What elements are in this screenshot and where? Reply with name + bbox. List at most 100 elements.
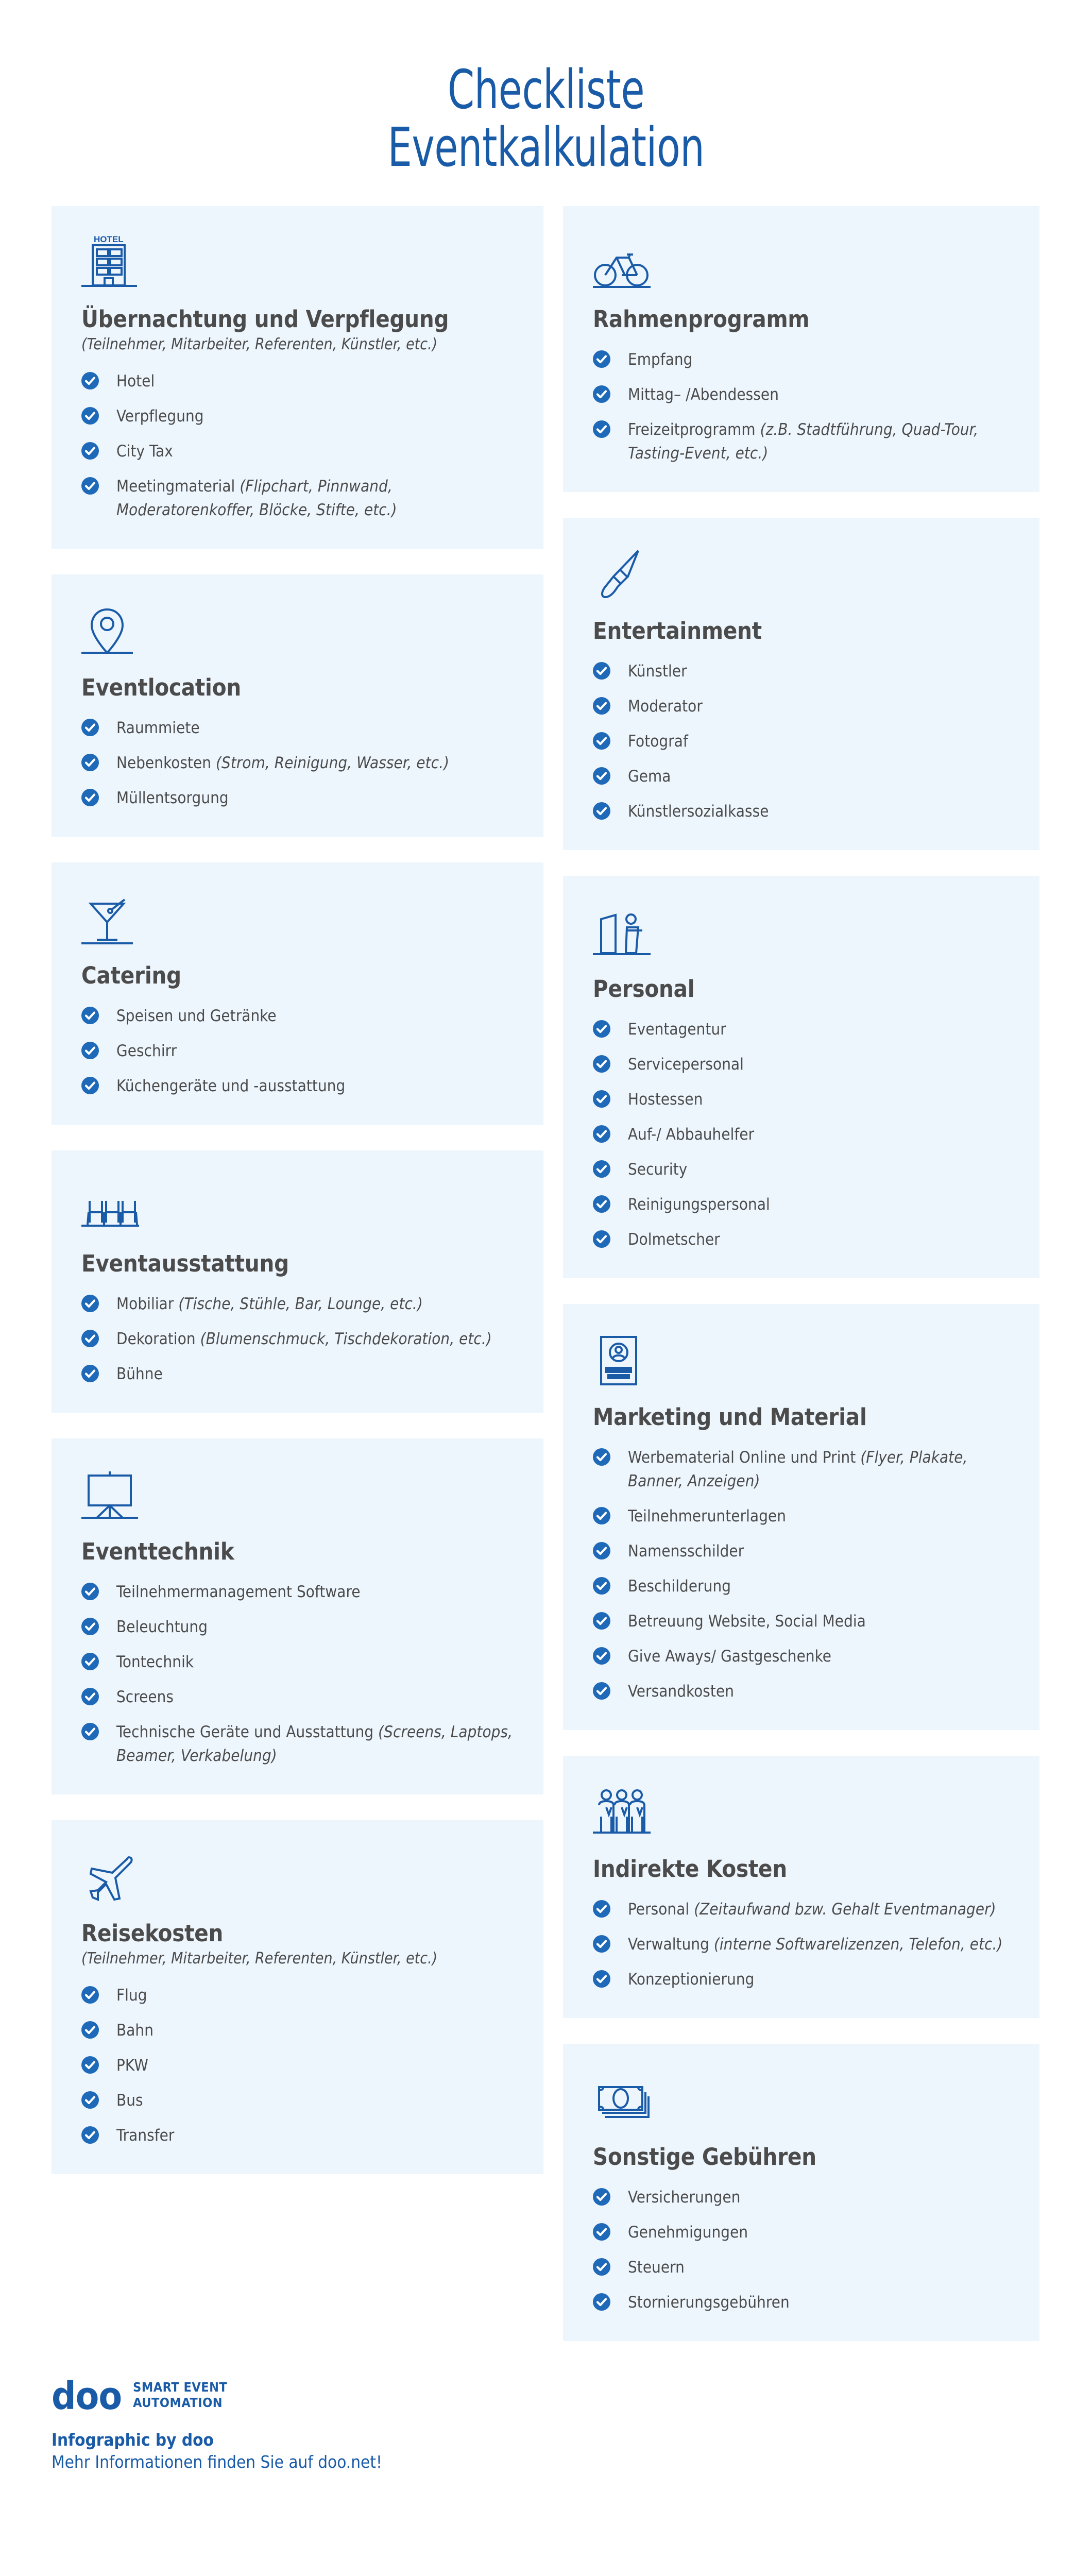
- checklist-item[interactable]: Technische Geräte und Ausstattung (Scree…: [81, 1720, 514, 1768]
- check-circle-icon[interactable]: [81, 1723, 99, 1740]
- doo-logo[interactable]: doo SMART EVENT AUTOMATION: [52, 2377, 1040, 2415]
- checklist-item[interactable]: Namensschilder: [593, 1539, 1010, 1563]
- check-circle-icon[interactable]: [81, 719, 99, 736]
- check-circle-icon[interactable]: [593, 1160, 610, 1178]
- checklist-item[interactable]: Stornierungsgebühren: [593, 2291, 1010, 2314]
- checklist-item[interactable]: Hostessen: [593, 1088, 1010, 1111]
- check-circle-icon[interactable]: [81, 1986, 99, 2004]
- checklist-item[interactable]: Speisen und Getränke: [81, 1004, 514, 1028]
- check-circle-icon[interactable]: [593, 1542, 610, 1560]
- checklist-item[interactable]: Bühne: [81, 1362, 514, 1386]
- check-circle-icon[interactable]: [81, 442, 99, 460]
- check-circle-icon[interactable]: [593, 697, 610, 715]
- check-circle-icon[interactable]: [593, 1230, 610, 1248]
- checklist-item[interactable]: Nebenkosten (Strom, Reinigung, Wasser, e…: [81, 751, 514, 775]
- checklist-item[interactable]: Give Aways/ Gastgeschenke: [593, 1645, 1010, 1668]
- check-circle-icon[interactable]: [81, 754, 99, 771]
- checklist-item[interactable]: Security: [593, 1158, 1010, 1181]
- checklist-item[interactable]: Versandkosten: [593, 1680, 1010, 1703]
- checklist-item[interactable]: Servicepersonal: [593, 1053, 1010, 1076]
- checklist-item[interactable]: Betreuung Website, Social Media: [593, 1609, 1010, 1633]
- checklist-item[interactable]: Eventagentur: [593, 1018, 1010, 1041]
- check-circle-icon[interactable]: [593, 1195, 610, 1213]
- checklist-item[interactable]: Personal (Zeitaufwand bzw. Gehalt Eventm…: [593, 1897, 1010, 1921]
- checklist-item[interactable]: Genehmigungen: [593, 2221, 1010, 2244]
- checklist-item[interactable]: Künstlersozialkasse: [593, 800, 1010, 823]
- checklist-item[interactable]: Bus: [81, 2089, 514, 2112]
- check-circle-icon[interactable]: [593, 1970, 610, 1988]
- check-circle-icon[interactable]: [81, 1077, 99, 1094]
- check-circle-icon[interactable]: [593, 350, 610, 368]
- check-circle-icon[interactable]: [593, 1647, 610, 1665]
- check-circle-icon[interactable]: [593, 2293, 610, 2311]
- check-circle-icon[interactable]: [593, 1055, 610, 1073]
- check-circle-icon[interactable]: [593, 1935, 610, 1953]
- checklist-item[interactable]: Verpflegung: [81, 404, 514, 428]
- check-circle-icon[interactable]: [593, 662, 610, 680]
- checklist-item[interactable]: Reinigungspersonal: [593, 1193, 1010, 1216]
- check-circle-icon[interactable]: [81, 1365, 99, 1382]
- check-circle-icon[interactable]: [593, 732, 610, 750]
- checklist-item[interactable]: Hotel: [81, 369, 514, 393]
- check-circle-icon[interactable]: [81, 1007, 99, 1024]
- checklist-item[interactable]: Steuern: [593, 2256, 1010, 2279]
- check-circle-icon[interactable]: [593, 2258, 610, 2276]
- check-circle-icon[interactable]: [81, 407, 99, 425]
- checklist-item[interactable]: Meetingmaterial (Flipchart, Pinnwand, Mo…: [81, 474, 514, 522]
- checklist-item[interactable]: Mobiliar (Tische, Stühle, Bar, Lounge, e…: [81, 1292, 514, 1316]
- checklist-item[interactable]: Screens: [81, 1685, 514, 1709]
- check-circle-icon[interactable]: [593, 1612, 610, 1630]
- checklist-item[interactable]: Fotograf: [593, 730, 1010, 753]
- checklist-item[interactable]: Künstler: [593, 659, 1010, 683]
- checklist-item[interactable]: Tontechnik: [81, 1650, 514, 1674]
- checklist-item[interactable]: Gema: [593, 765, 1010, 788]
- checklist-item[interactable]: Flug: [81, 1984, 514, 2007]
- checklist-item[interactable]: Teilnehmerunterlagen: [593, 1504, 1010, 1528]
- check-circle-icon[interactable]: [593, 1020, 610, 1038]
- check-circle-icon[interactable]: [593, 1507, 610, 1524]
- check-circle-icon[interactable]: [593, 1125, 610, 1143]
- checklist-item[interactable]: Auf-/ Abbauhelfer: [593, 1123, 1010, 1146]
- check-circle-icon[interactable]: [81, 789, 99, 806]
- check-circle-icon[interactable]: [593, 2223, 610, 2241]
- check-circle-icon[interactable]: [593, 1900, 610, 1918]
- footer-note-line-2[interactable]: Mehr Informationen finden Sie auf doo.ne…: [52, 2452, 382, 2472]
- checklist-item[interactable]: Konzeptionierung: [593, 1968, 1010, 1991]
- checklist-item[interactable]: Teilnehmermanagement Software: [81, 1580, 514, 1604]
- check-circle-icon[interactable]: [81, 1688, 99, 1705]
- check-circle-icon[interactable]: [593, 767, 610, 785]
- checklist-item[interactable]: Versicherungen: [593, 2185, 1010, 2209]
- check-circle-icon[interactable]: [81, 1295, 99, 1312]
- check-circle-icon[interactable]: [81, 2126, 99, 2144]
- checklist-item[interactable]: Verwaltung (interne Softwarelizenzen, Te…: [593, 1933, 1010, 1956]
- checklist-item[interactable]: Freizeitprogramm (z.B. Stadtführung, Qua…: [593, 418, 1010, 465]
- checklist-item[interactable]: Transfer: [81, 2124, 514, 2147]
- checklist-item[interactable]: Küchengeräte und -ausstattung: [81, 1074, 514, 1098]
- check-circle-icon[interactable]: [593, 1682, 610, 1700]
- checklist-item[interactable]: Dolmetscher: [593, 1228, 1010, 1251]
- check-circle-icon[interactable]: [593, 2188, 610, 2206]
- checklist-item[interactable]: Werbematerial Online und Print (Flyer, P…: [593, 1446, 1010, 1493]
- check-circle-icon[interactable]: [81, 1583, 99, 1600]
- check-circle-icon[interactable]: [81, 1653, 99, 1670]
- checklist-item[interactable]: Moderator: [593, 694, 1010, 718]
- checklist-item[interactable]: Raummiete: [81, 716, 514, 740]
- check-circle-icon[interactable]: [81, 2056, 99, 2074]
- check-circle-icon[interactable]: [593, 1577, 610, 1595]
- check-circle-icon[interactable]: [81, 2091, 99, 2109]
- check-circle-icon[interactable]: [81, 1618, 99, 1635]
- checklist-item[interactable]: Beschilderung: [593, 1574, 1010, 1598]
- checklist-item[interactable]: PKW: [81, 2054, 514, 2077]
- check-circle-icon[interactable]: [81, 372, 99, 389]
- check-circle-icon[interactable]: [593, 420, 610, 438]
- check-circle-icon[interactable]: [593, 1090, 610, 1108]
- check-circle-icon[interactable]: [593, 1448, 610, 1466]
- check-circle-icon[interactable]: [81, 1330, 99, 1347]
- checklist-item[interactable]: Geschirr: [81, 1039, 514, 1063]
- check-circle-icon[interactable]: [593, 385, 610, 403]
- checklist-item[interactable]: Bahn: [81, 2019, 514, 2042]
- checklist-item[interactable]: Mittag– /Abendessen: [593, 383, 1010, 406]
- check-circle-icon[interactable]: [81, 1042, 99, 1059]
- checklist-item[interactable]: Müllentsorgung: [81, 786, 514, 810]
- checklist-item[interactable]: Empfang: [593, 348, 1010, 371]
